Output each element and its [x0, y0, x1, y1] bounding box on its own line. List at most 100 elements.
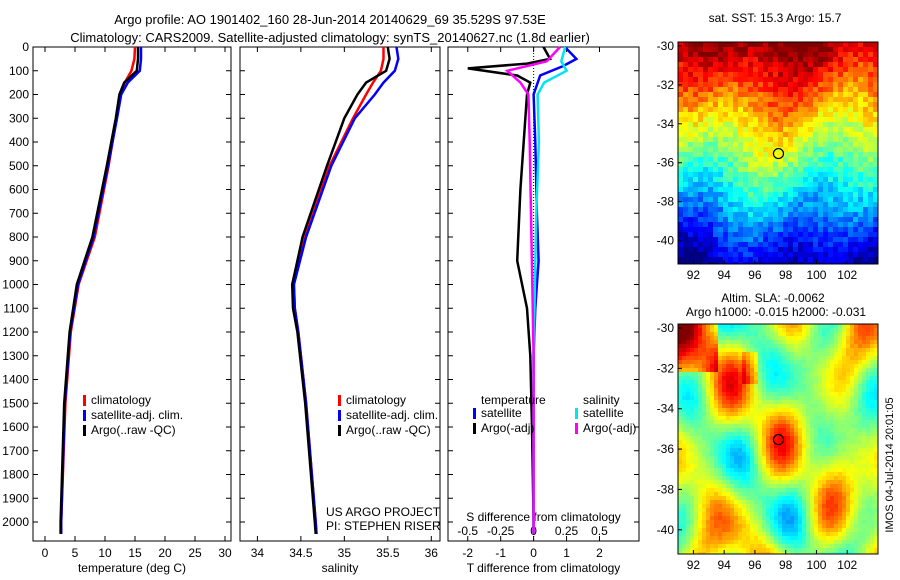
- heatmap-cell: [810, 444, 815, 449]
- heatmap-cell: [714, 420, 719, 425]
- heatmap-cell: [866, 460, 871, 465]
- heatmap-cell: [678, 87, 684, 93]
- heatmap-cell: [748, 257, 754, 263]
- heatmap-cell: [753, 87, 759, 93]
- heatmap-cell: [783, 137, 789, 143]
- plot-frame: [447, 46, 640, 542]
- heatmap-cell: [682, 464, 687, 469]
- heatmap-cell: [770, 364, 775, 369]
- heatmap-cell: [758, 420, 763, 425]
- heatmap-cell: [782, 376, 787, 381]
- heatmap-cell: [682, 476, 687, 481]
- heatmap-cell: [806, 524, 811, 529]
- heatmap-cell: [754, 372, 759, 377]
- heatmap-cell: [694, 372, 699, 377]
- heatmap-cell: [742, 480, 747, 485]
- heatmap-cell: [763, 142, 769, 148]
- heatmap-cell: [703, 117, 709, 123]
- heatmap-cell: [708, 147, 714, 153]
- heatmap-cell: [863, 102, 869, 108]
- heatmap-cell: [730, 528, 735, 533]
- heatmap-cell: [678, 424, 683, 429]
- heatmap-cell: [766, 496, 771, 501]
- heatmap-cell: [834, 416, 839, 421]
- heatmap-cell: [728, 127, 734, 133]
- heatmap-cell: [754, 440, 759, 445]
- heatmap-cell: [830, 520, 835, 525]
- heatmap-cell: [793, 137, 799, 143]
- heatmap-cell: [768, 42, 774, 48]
- heatmap-cell: [814, 376, 819, 381]
- heatmap-cell: [678, 404, 683, 409]
- heatmap-cell: [806, 340, 811, 345]
- heatmap-cell: [734, 520, 739, 525]
- heatmap-cell: [678, 472, 683, 477]
- heatmap-cell: [778, 92, 784, 98]
- heatmap-cell: [818, 484, 823, 489]
- heatmap-cell: [818, 142, 824, 148]
- heatmap-cell: [722, 344, 727, 349]
- heatmap-cell: [842, 372, 847, 377]
- heatmap-cell: [754, 408, 759, 413]
- heatmap-cell: [862, 508, 867, 513]
- heatmap-cell: [858, 548, 863, 553]
- heatmap-cell: [793, 42, 799, 48]
- heatmap-cell: [848, 92, 854, 98]
- heatmap-cell: [746, 348, 751, 353]
- heatmap-cell: [753, 182, 759, 188]
- heatmap-cell: [814, 364, 819, 369]
- heatmap-cell: [774, 404, 779, 409]
- heatmap-cell: [782, 392, 787, 397]
- heatmap-cell: [688, 102, 694, 108]
- heatmap-cell: [748, 77, 754, 83]
- heatmap-cell: [678, 456, 683, 461]
- heatmap-cell: [722, 448, 727, 453]
- heatmap-cell: [786, 456, 791, 461]
- heatmap-cell: [814, 404, 819, 409]
- heatmap-cell: [768, 182, 774, 188]
- heatmap-cell: [838, 212, 844, 218]
- heatmap-cell: [753, 127, 759, 133]
- heatmap-cell: [738, 548, 743, 553]
- heatmap-cell: [803, 57, 809, 63]
- heatmap-cell: [762, 348, 767, 353]
- heatmap-cell: [714, 368, 719, 373]
- heatmap-cell: [708, 152, 714, 158]
- heatmap-cell: [773, 252, 779, 258]
- heatmap-cell: [703, 242, 709, 248]
- heatmap-cell: [793, 107, 799, 113]
- heatmap-cell: [803, 227, 809, 233]
- heatmap-cell: [794, 336, 799, 341]
- heatmap-cell: [706, 464, 711, 469]
- heatmap-cell: [683, 242, 689, 248]
- heatmap-cell: [826, 420, 831, 425]
- heatmap-cell: [753, 107, 759, 113]
- heatmap-cell: [730, 352, 735, 357]
- heatmap-cell: [786, 332, 791, 337]
- heatmap-cell: [678, 237, 684, 243]
- heatmap-cell: [870, 404, 875, 409]
- heatmap-cell: [813, 122, 819, 128]
- heatmap-cell: [850, 504, 855, 509]
- heatmap-cell: [722, 392, 727, 397]
- heatmap-cell: [703, 197, 709, 203]
- heatmap-cell: [723, 172, 729, 178]
- heatmap-cell: [750, 404, 755, 409]
- heatmap-cell: [726, 500, 731, 505]
- heatmap-cell: [870, 336, 875, 341]
- heatmap-cell: [694, 540, 699, 545]
- heatmap-cell: [838, 77, 844, 83]
- heatmap-cell: [734, 328, 739, 333]
- heatmap-cell: [758, 356, 763, 361]
- heatmap-cell: [723, 202, 729, 208]
- heatmap-cell: [726, 480, 731, 485]
- heatmap-cell: [690, 404, 695, 409]
- heatmap-cell: [678, 207, 684, 213]
- heatmap-cell: [682, 480, 687, 485]
- heatmap-cell: [813, 192, 819, 198]
- heatmap-cell: [693, 222, 699, 228]
- heatmap-cell: [774, 524, 779, 529]
- x-tick-label: 92: [687, 268, 701, 282]
- heatmap-cell: [873, 252, 879, 258]
